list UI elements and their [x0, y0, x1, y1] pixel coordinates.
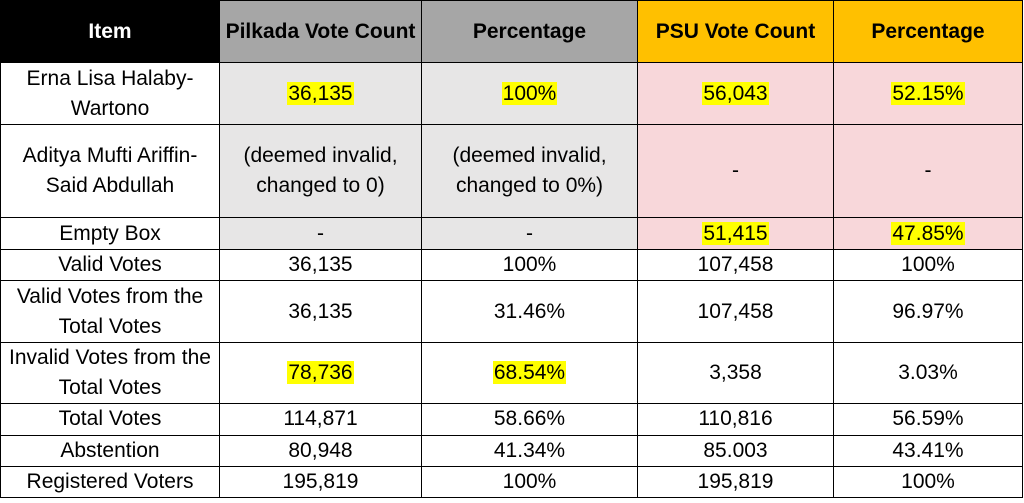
psu-count-cell: 110,816: [637, 403, 834, 436]
pilkada-count-cell: 36,135: [219, 249, 422, 282]
pilkada-pct-cell: 31.46%: [421, 280, 638, 343]
pilkada-count-cell: 80,948: [219, 434, 422, 467]
highlighted-value: 36,135: [287, 81, 354, 105]
psu-pct-cell: -: [833, 124, 1023, 219]
header-item: Item: [0, 0, 220, 63]
psu-pct-cell: 100%: [833, 465, 1023, 499]
psu-count-cell: -: [637, 124, 834, 219]
pilkada-pct-cell: 68.54%: [421, 341, 638, 405]
psu-count-cell: 195,819: [637, 465, 834, 499]
table-row: Valid Votes 36,135 100% 107,458 100%: [0, 249, 1023, 282]
row-item-label: Registered Voters: [0, 465, 220, 499]
psu-count-cell: 85.003: [637, 434, 834, 467]
header-psu-percentage: Percentage: [833, 0, 1023, 63]
header-row: Item Pilkada Vote Count Percentage PSU V…: [0, 0, 1023, 63]
pilkada-pct-cell: (deemed invalid, changed to 0%): [421, 124, 638, 219]
pilkada-count-cell: 78,736: [219, 341, 422, 405]
row-item-label: Valid Votes: [0, 249, 220, 282]
table-row: Registered Voters 195,819 100% 195,819 1…: [0, 465, 1023, 499]
highlighted-value: 68.54%: [492, 361, 567, 385]
table-row: Empty Box - - 51,415 47.85%: [0, 217, 1023, 251]
psu-pct-cell: 96.97%: [833, 280, 1023, 343]
highlighted-value: 100%: [501, 81, 558, 105]
pilkada-count-cell: 114,871: [219, 403, 422, 436]
table-row: Invalid Votes from the Total Votes 78,73…: [0, 341, 1023, 405]
psu-count-cell: 3,358: [637, 341, 834, 405]
pilkada-count-cell: (deemed invalid, changed to 0): [219, 124, 422, 219]
pilkada-pct-cell: 41.34%: [421, 434, 638, 467]
pilkada-count-cell: 36,135: [219, 61, 422, 126]
header-psu-vote-count: PSU Vote Count: [637, 0, 834, 63]
row-item-label: Empty Box: [0, 217, 220, 251]
psu-pct-cell: 3.03%: [833, 341, 1023, 405]
pilkada-pct-cell: -: [421, 217, 638, 251]
row-item-label: Abstention: [0, 434, 220, 467]
table-row: Aditya Mufti Ariffin-Said Abdullah (deem…: [0, 124, 1023, 219]
psu-count-cell: 51,415: [637, 217, 834, 251]
psu-count-cell: 107,458: [637, 249, 834, 282]
psu-pct-cell: 43.41%: [833, 434, 1023, 467]
header-pilkada-vote-count: Pilkada Vote Count: [219, 0, 422, 63]
psu-pct-cell: 52.15%: [833, 61, 1023, 126]
row-item-label: Aditya Mufti Ariffin-Said Abdullah: [0, 124, 220, 219]
row-item-label: Valid Votes from the Total Votes: [0, 280, 220, 343]
table-row: Total Votes 114,871 58.66% 110,816 56.59…: [0, 403, 1023, 436]
header-pilkada-percentage: Percentage: [421, 0, 638, 63]
pilkada-count-cell: 36,135: [219, 280, 422, 343]
highlighted-value: 47.85%: [891, 221, 965, 245]
psu-pct-cell: 56.59%: [833, 403, 1023, 436]
psu-count-cell: 107,458: [637, 280, 834, 343]
highlighted-value: 56,043: [702, 81, 769, 105]
pilkada-count-cell: 195,819: [219, 465, 422, 499]
psu-pct-cell: 100%: [833, 249, 1023, 282]
pilkada-count-cell: -: [219, 217, 422, 251]
psu-count-cell: 56,043: [637, 61, 834, 126]
pilkada-pct-cell: 100%: [421, 249, 638, 282]
highlighted-value: 51,415: [702, 221, 769, 245]
psu-pct-cell: 47.85%: [833, 217, 1023, 251]
highlighted-value: 52.15%: [891, 81, 965, 105]
row-item-label: Total Votes: [0, 403, 220, 436]
table-row: Valid Votes from the Total Votes 36,135 …: [0, 280, 1023, 343]
table-row: Erna Lisa Halaby-Wartono 36,135 100% 56,…: [0, 61, 1023, 126]
pilkada-pct-cell: 58.66%: [421, 403, 638, 436]
pilkada-pct-cell: 100%: [421, 465, 638, 499]
pilkada-pct-cell: 100%: [421, 61, 638, 126]
table-row: Abstention 80,948 41.34% 85.003 43.41%: [0, 434, 1023, 467]
highlighted-value: 78,736: [287, 361, 354, 385]
row-item-label: Erna Lisa Halaby-Wartono: [0, 61, 220, 126]
row-item-label: Invalid Votes from the Total Votes: [0, 341, 220, 405]
